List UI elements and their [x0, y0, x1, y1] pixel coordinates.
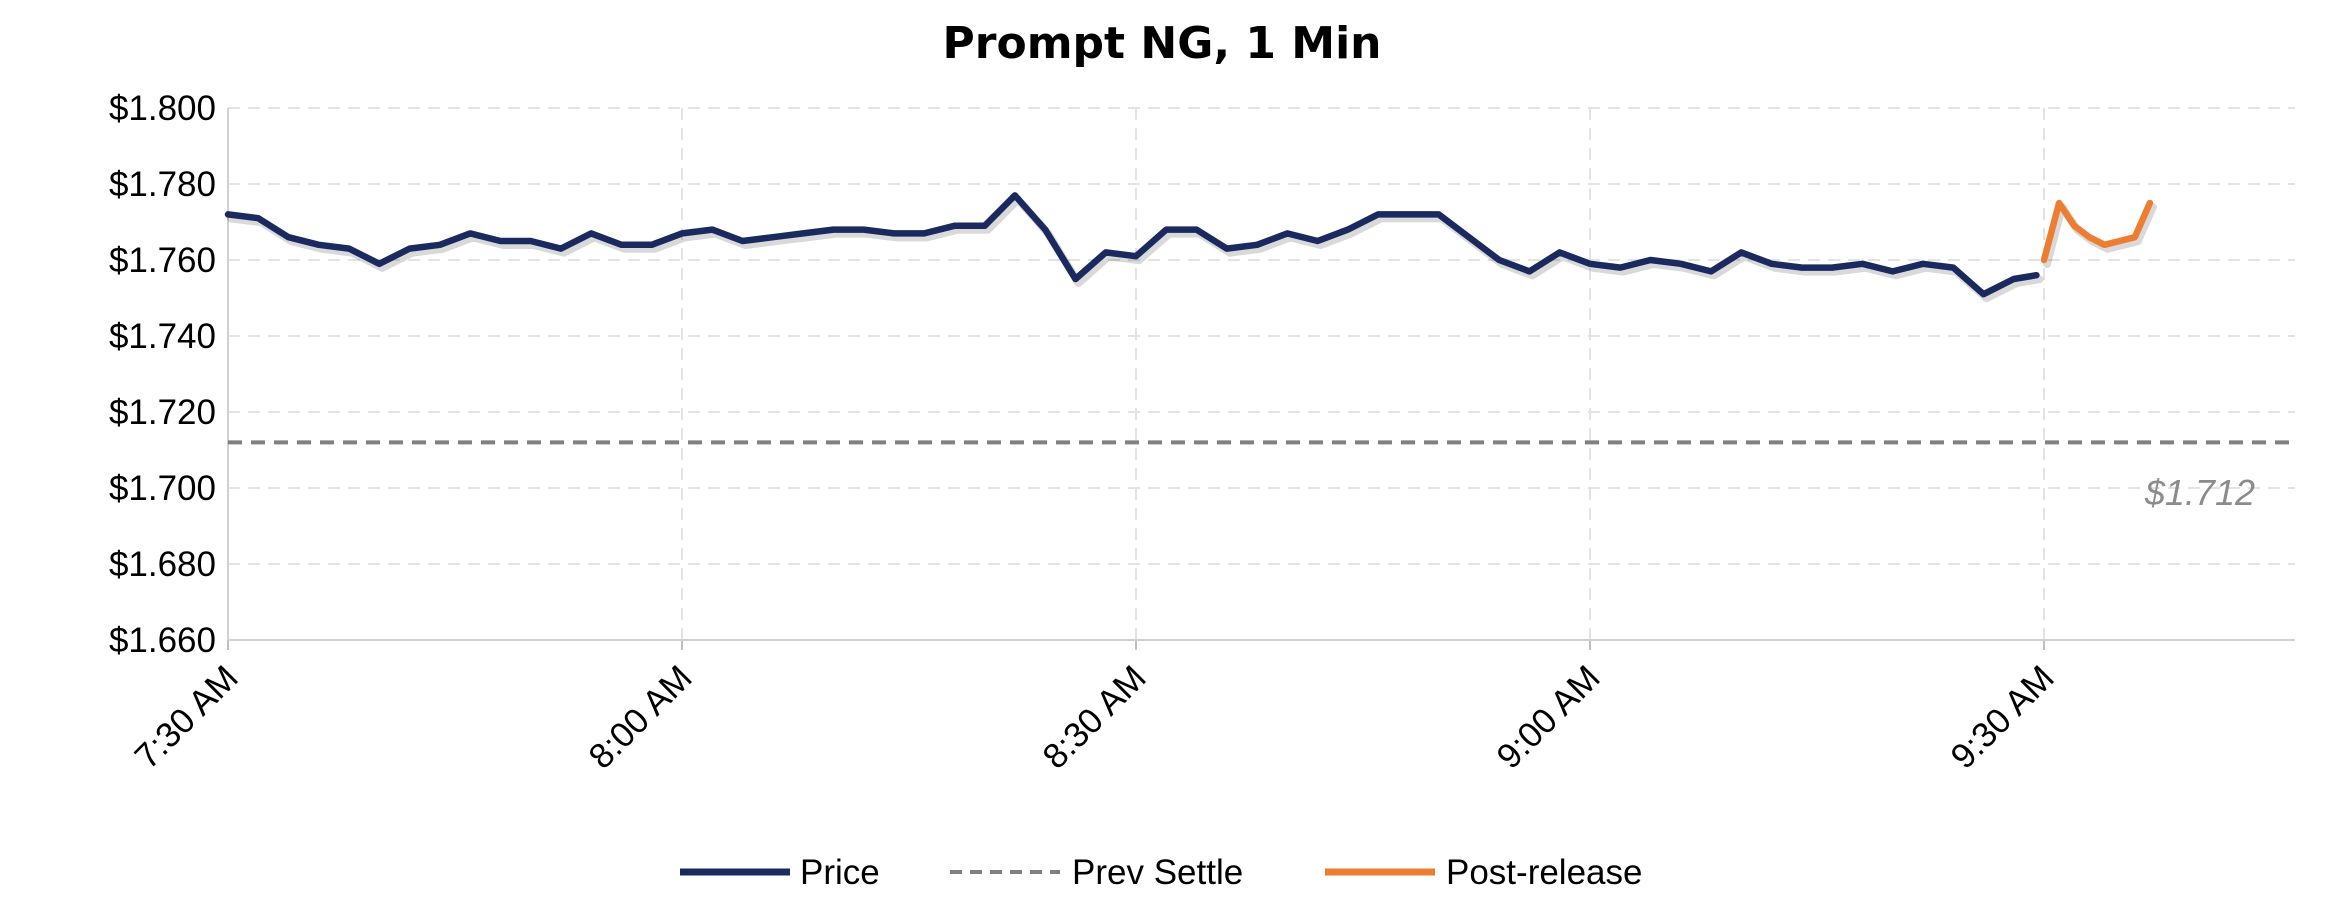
legend-item-price: Price	[680, 853, 880, 892]
y-tick-label: $1.720	[109, 393, 216, 432]
x-tick-labels: 7:30 AM 8:00 AM 8:30 AM 9:00 AM 9:30 AM	[127, 658, 2061, 776]
y-tick-labels: $1.660 $1.680 $1.700 $1.720 $1.740 $1.760 $1.7…	[109, 89, 216, 660]
x-tick-label: 9:00 AM	[1489, 658, 1607, 776]
legend-label-prev-settle: Prev Settle	[1072, 853, 1243, 892]
chart-title: Prompt NG, 1 Min	[943, 18, 1382, 69]
x-tick-label: 8:00 AM	[581, 658, 699, 776]
x-tick-label: 9:30 AM	[1943, 658, 2061, 776]
y-tick-label: $1.740	[109, 317, 216, 356]
series	[224, 192, 2295, 445]
y-tick-label: $1.760	[109, 241, 216, 280]
y-tick-label: $1.660	[109, 621, 216, 660]
legend-item-prev-settle: Prev Settle	[950, 853, 1243, 892]
series-line-post-release	[2040, 199, 2154, 264]
y-tick-label: $1.780	[109, 165, 216, 204]
series-line-price	[224, 192, 2040, 298]
grid	[228, 107, 2295, 640]
legend-label-price: Price	[800, 853, 880, 892]
y-tick-label: $1.680	[109, 545, 216, 584]
legend: Price Prev Settle Post-release	[680, 853, 1642, 892]
y-tick-label: $1.700	[109, 469, 216, 508]
legend-item-post-release: Post-release	[1325, 853, 1642, 892]
y-tick-label: $1.800	[109, 89, 216, 128]
x-tick-label: 8:30 AM	[1035, 658, 1153, 776]
prev-settle-annotation: $1.712	[2144, 472, 2255, 513]
axes	[227, 108, 2295, 650]
legend-label-post-release: Post-release	[1446, 853, 1642, 892]
x-tick-label: 7:30 AM	[127, 658, 245, 776]
